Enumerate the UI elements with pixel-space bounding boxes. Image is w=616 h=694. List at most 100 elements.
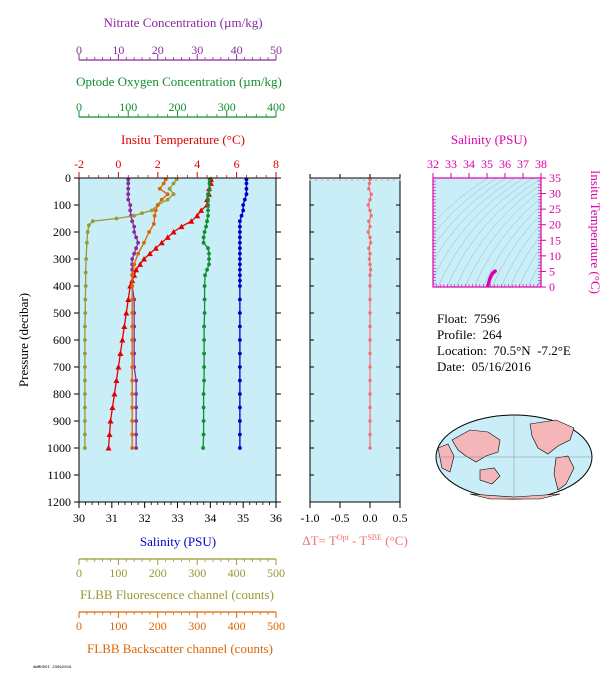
temperature-data-point <box>109 404 116 410</box>
salinity-data-point <box>242 197 247 202</box>
salinity-data-point <box>237 235 242 240</box>
backscatter-data-point <box>151 222 156 226</box>
delta-t-data-point <box>368 297 372 302</box>
ts-temperature-tick-label: 5 <box>549 264 555 278</box>
ts-density-contour <box>473 197 541 287</box>
delta-t-tick-label: 0.0 <box>363 511 378 525</box>
fluorescence-tick-label: 400 <box>228 566 246 580</box>
oxygen-data-point <box>207 251 211 256</box>
float-id-text: Float: 7596 <box>437 311 500 326</box>
nitrate-data-point <box>128 203 133 207</box>
salinity-data-point <box>237 365 242 369</box>
oxygen-data-point <box>207 257 211 261</box>
location-text: Location: 70.5°N -7.2°E <box>437 343 571 358</box>
fluorescence-data-point <box>83 405 87 410</box>
temperature-data-point <box>178 223 185 230</box>
temperature-data-point <box>164 234 171 240</box>
nitrate-data-point <box>134 419 139 423</box>
backscatter-tick-label: 200 <box>149 619 167 633</box>
oxygen-tick-label: 100 <box>119 100 137 114</box>
delta-t-data-point <box>367 246 371 250</box>
oxygen-data-point <box>202 338 206 342</box>
salinity-data-point <box>237 446 242 450</box>
fluorescence-tick-label: 100 <box>109 566 127 580</box>
delta-t-data-point <box>369 192 373 196</box>
temperature-tick-label: -2 <box>74 157 84 171</box>
temperature-data-point <box>119 337 126 343</box>
pressure-tick-label: 1000 <box>47 441 71 455</box>
fluorescence-data-point <box>149 208 154 213</box>
oxygen-data-point <box>202 378 206 383</box>
fluorescence-data-point <box>90 219 95 224</box>
delta-t-data-point <box>368 284 372 288</box>
pressure-tick-label: 100 <box>53 198 71 212</box>
ts-density-contour <box>500 223 541 287</box>
backscatter-data-point <box>147 230 152 234</box>
oxygen-data-point <box>201 240 206 245</box>
salinity-data-point <box>237 251 242 256</box>
fluorescence-data-point <box>83 365 87 369</box>
date-text: Date: 05/16/2016 <box>437 359 531 374</box>
temperature-data-point <box>137 261 144 267</box>
salinity-tick-label: 34 <box>204 511 216 525</box>
delta-t-data-point <box>368 419 372 423</box>
fluorescence-data-point <box>171 181 176 186</box>
oxygen-data-point <box>205 219 209 224</box>
fluorescence-data-point <box>83 284 88 288</box>
salinity-data-point <box>237 338 242 342</box>
globe-continent-australia <box>479 467 501 485</box>
oxygen-data-point <box>206 197 210 202</box>
globe-continent-north-america <box>529 419 575 455</box>
temperature-data-point <box>141 256 148 262</box>
ts-salinity-tick-label: 33 <box>445 157 457 171</box>
salinity-data-point <box>237 219 242 224</box>
ts-density-contour <box>527 260 541 287</box>
oxygen-tick-label: 0 <box>76 100 82 114</box>
backscatter-data-point <box>130 324 135 329</box>
delta-t-data-point <box>368 208 372 213</box>
fluorescence-data-point <box>140 211 144 216</box>
delta-t-data-point <box>368 365 372 369</box>
fluorescence-data-point <box>83 351 87 356</box>
nitrate-data-point <box>134 392 139 396</box>
ts-density-contour <box>433 178 507 248</box>
oxygen-data-point <box>201 235 206 240</box>
salinity-tick-label: 36 <box>270 511 282 525</box>
salinity-data-point <box>237 324 242 329</box>
ts-density-contour <box>433 178 489 225</box>
delta-t-data-point <box>366 230 370 234</box>
salinity-data-point <box>244 192 249 197</box>
pressure-tick-label: 1200 <box>47 495 71 509</box>
backscatter-data-point <box>157 186 162 191</box>
temperature-data-point <box>125 296 132 302</box>
ts-temperature-axis-label: Insitu Temperature (°C) <box>588 170 603 294</box>
footer-stamp: AWMHOOI 23062016 <box>33 666 72 670</box>
oxygen-tick-label: 200 <box>169 100 187 114</box>
ts-density-contour <box>437 178 534 287</box>
nitrate-tick-label: 0 <box>76 43 82 57</box>
globe-continent-africa <box>437 443 455 473</box>
pressure-tick-label: 1100 <box>47 468 71 482</box>
temperature-tick-label: 6 <box>234 157 240 171</box>
backscatter-data-point <box>130 392 135 396</box>
delta-t-data-point <box>368 432 372 437</box>
backscatter-data-point <box>130 405 135 410</box>
temperature-data-point <box>105 445 112 451</box>
backscatter-data-point <box>165 192 170 197</box>
ts-salinity-tick-label: 38 <box>535 157 547 171</box>
nitrate-tick-label: 30 <box>191 43 203 57</box>
backscatter-data-point <box>155 203 160 207</box>
ts-salinity-axis-label: Salinity (PSU) <box>451 132 527 147</box>
ts-temperature-tick-label: 0 <box>549 280 555 294</box>
ts-density-contour <box>464 190 541 287</box>
globe-continent-asia <box>451 429 501 463</box>
salinity-data-point <box>244 181 249 186</box>
oxygen-data-point <box>202 297 207 302</box>
ts-temperature-tick-label: 35 <box>549 171 561 185</box>
backscatter-tick-label: 400 <box>228 619 246 633</box>
oxygen-data-point <box>202 230 207 234</box>
temperature-data-point <box>194 212 201 219</box>
oxygen-axis-label: Optode Oxygen Concentration (µm/kg) <box>76 74 282 89</box>
profile-plot-background <box>79 178 276 502</box>
